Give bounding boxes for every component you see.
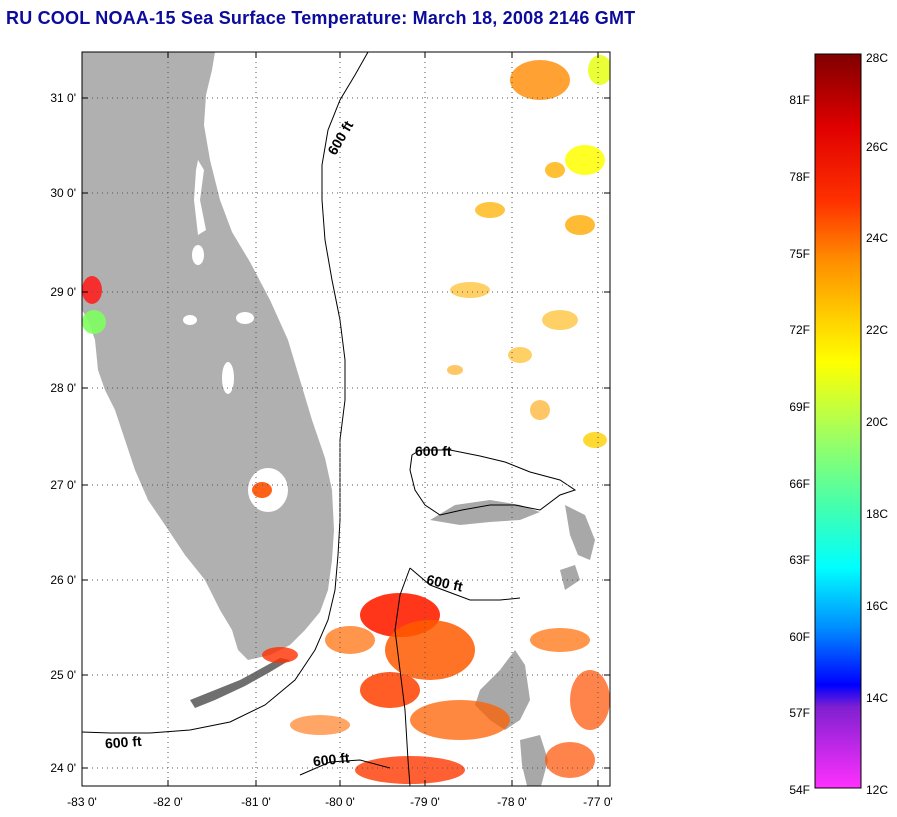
lon-tick-label: -80 0' bbox=[325, 795, 355, 809]
colorbar-f-label: 81F bbox=[789, 93, 810, 107]
colorbar-f-label: 54F bbox=[789, 783, 810, 797]
colorbar-f-label: 78F bbox=[789, 170, 810, 184]
colorbar-c-label: 12C bbox=[866, 783, 888, 797]
lon-tick-label: -79 0' bbox=[410, 795, 440, 809]
contour-label: 600 ft bbox=[312, 749, 350, 769]
colorbar-c-label: 18C bbox=[866, 507, 888, 521]
florida-keys bbox=[190, 658, 290, 708]
interior-lake bbox=[222, 362, 234, 394]
lat-tick-label: 26 0' bbox=[50, 573, 76, 587]
grand-bahama bbox=[430, 500, 540, 525]
contour-label: 600 ft bbox=[425, 571, 464, 594]
colorbar-f-label: 66F bbox=[789, 477, 810, 491]
colorbar-c-label: 20C bbox=[866, 415, 888, 429]
lat-tick-label: 29 0' bbox=[50, 285, 76, 299]
colorbar-f-label: 72F bbox=[789, 323, 810, 337]
colorbar-f-label: 75F bbox=[789, 247, 810, 261]
lon-tick-label: -82 0' bbox=[153, 795, 183, 809]
isobath-600ft-bottom bbox=[299, 759, 391, 776]
colorbar-c-label: 26C bbox=[866, 140, 888, 154]
colorbar-c-label: 28C bbox=[866, 51, 888, 65]
island bbox=[520, 735, 548, 786]
interior-lake bbox=[192, 245, 204, 265]
grid-lines bbox=[81, 52, 610, 786]
contour-label: 600 ft bbox=[415, 443, 452, 459]
colorbar-celsius-labels: 28C 26C 24C 22C 20C 18C 16C 14C 12C bbox=[866, 51, 888, 797]
lon-tick-label: -83 0' bbox=[67, 795, 97, 809]
sst-patches-south bbox=[82, 276, 610, 784]
colorbar-c-label: 22C bbox=[866, 323, 888, 337]
lat-tick-label: 31 0' bbox=[50, 91, 76, 105]
lat-tick-label: 30 0' bbox=[50, 186, 76, 200]
lon-tick-label: -78 0' bbox=[497, 795, 527, 809]
colorbar-f-label: 57F bbox=[789, 706, 810, 720]
colorbar-f-label: 60F bbox=[789, 630, 810, 644]
isobath-600ft-south-arm bbox=[409, 567, 521, 601]
interior-lake bbox=[183, 315, 197, 325]
colorbar-f-label: 69F bbox=[789, 400, 810, 414]
sst-patches-north bbox=[447, 55, 610, 448]
isobath-600ft-bahamas bbox=[409, 449, 577, 516]
colorbar-fahrenheit-labels: 81F 78F 75F 72F 69F 66F 63F 60F 57F 54F bbox=[789, 93, 810, 797]
contour-label: 600 ft bbox=[104, 733, 142, 752]
map-title: RU COOL NOAA-15 Sea Surface Temperature:… bbox=[6, 8, 636, 28]
lat-tick-label: 25 0' bbox=[50, 668, 76, 682]
lon-axis: -83 0' -82 0' -81 0' -80 0' -79 0' -78 0' -77 … bbox=[67, 52, 613, 809]
colorbar-gradient bbox=[814, 53, 862, 789]
colorbar-c-label: 14C bbox=[866, 691, 888, 705]
lon-tick-label: -77 0' bbox=[583, 795, 613, 809]
colorbar-c-label: 24C bbox=[866, 231, 888, 245]
colorbar-c-label: 16C bbox=[866, 599, 888, 613]
map-frame bbox=[81, 51, 611, 787]
lat-tick-label: 24 0' bbox=[50, 761, 76, 775]
isobath-600ft-main bbox=[82, 52, 369, 734]
lat-tick-label: 28 0' bbox=[50, 381, 76, 395]
colorbar-f-label: 63F bbox=[789, 553, 810, 567]
lon-tick-label: -81 0' bbox=[241, 795, 271, 809]
lat-axis: 31 0' 30 0' 29 0' 28 0' 27 0' 26 0' 25 0' 24 0' bbox=[50, 91, 610, 775]
lat-tick-label: 27 0' bbox=[50, 478, 76, 492]
st-johns-river bbox=[194, 160, 206, 235]
island bbox=[560, 565, 580, 590]
abaco bbox=[565, 505, 595, 560]
isobath-600ft-south bbox=[394, 567, 411, 786]
interior-lake bbox=[236, 312, 254, 324]
